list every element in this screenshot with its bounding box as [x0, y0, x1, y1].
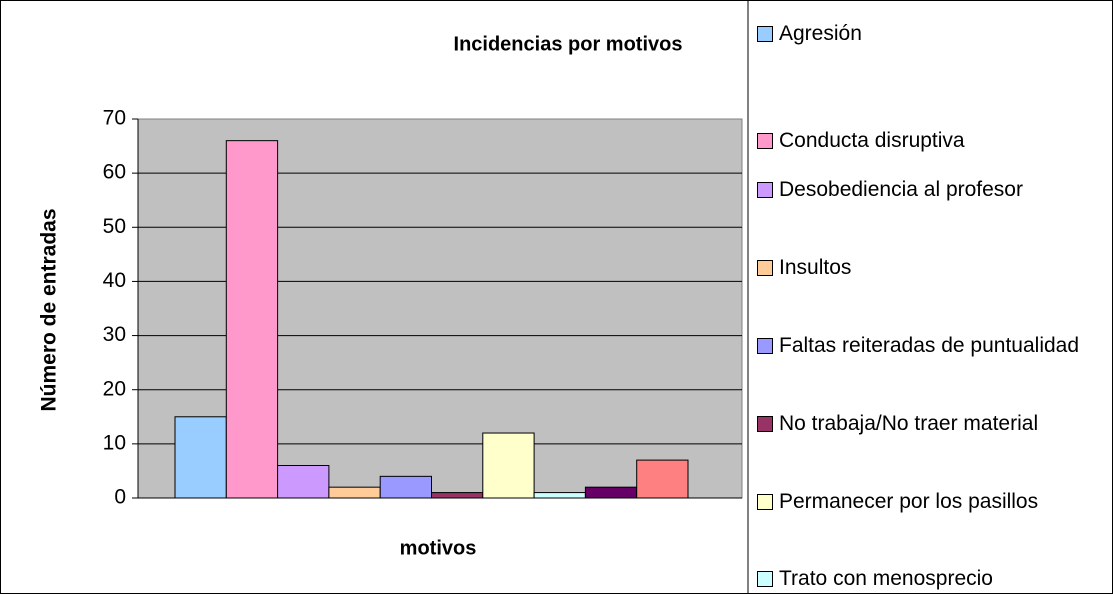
- y-tick-label: 70: [103, 107, 126, 130]
- x-axis-label: motivos: [400, 537, 477, 559]
- y-axis-label: Número de entradas: [38, 208, 61, 411]
- legend-label: Insultos: [779, 256, 852, 279]
- legend-swatch: [757, 26, 773, 42]
- y-tick-label: 30: [103, 323, 126, 346]
- legend-swatch: [757, 260, 773, 276]
- legend-entry: Conducta disruptiva: [757, 124, 1107, 157]
- legend-swatch: [757, 338, 773, 354]
- y-tick-label: 0: [114, 486, 126, 509]
- y-tick-label: 60: [103, 161, 126, 184]
- y-tick-label: 10: [103, 431, 126, 454]
- legend-label: Agresión: [779, 22, 862, 45]
- legend-entry: Permanecer por los pasillos: [757, 485, 1107, 518]
- legend-label: Desobediencia al profesor: [779, 178, 1023, 201]
- legend-entry: No trabaja/No traer material: [757, 407, 1107, 440]
- bar: [225, 140, 279, 499]
- legend-swatch: [757, 133, 773, 149]
- bar: [328, 486, 381, 499]
- legend-label: Permanecer por los pasillos: [779, 490, 1039, 513]
- legend-swatch: [757, 416, 773, 432]
- bar: [431, 492, 484, 499]
- legend-swatch: [757, 494, 773, 510]
- legend-entry: Insultos: [757, 251, 1107, 284]
- legend-entry: Faltas reiteradas de puntualidad: [757, 329, 1107, 362]
- y-tick-label: 40: [103, 269, 126, 292]
- legend-swatch: [757, 571, 773, 587]
- bar: [533, 492, 586, 499]
- legend-entry: Agresión: [757, 17, 1107, 50]
- y-tick-label: 50: [103, 215, 126, 238]
- bar: [584, 486, 638, 499]
- y-tick-label: 20: [103, 377, 126, 400]
- legend-label: No trabaja/No traer material: [779, 412, 1039, 435]
- legend-entry: Desobediencia al profesor: [757, 173, 1107, 206]
- legend-label: Conducta disruptiva: [779, 129, 965, 152]
- legend-swatch: [757, 182, 773, 198]
- legend-label: Trato con menosprecio: [779, 567, 993, 590]
- legend-label: Faltas reiteradas de puntualidad: [779, 334, 1080, 357]
- legend-entry: Trato con menosprecio: [757, 562, 1107, 594]
- bar: [482, 432, 535, 499]
- chart-title: Incidencias por motivos: [454, 33, 683, 55]
- bar: [174, 416, 227, 499]
- bar: [636, 459, 689, 499]
- bar: [379, 475, 433, 499]
- bar: [277, 465, 330, 499]
